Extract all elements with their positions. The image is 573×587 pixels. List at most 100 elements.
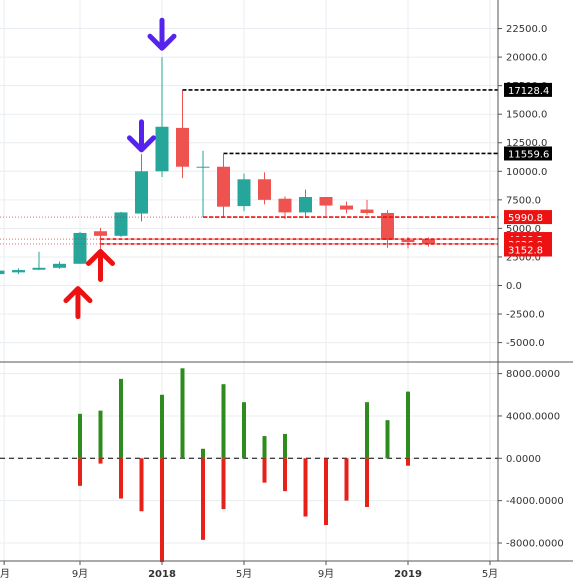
histogram-bar-negative [283, 458, 287, 492]
histogram-bar-positive [283, 433, 287, 459]
histogram-bar [406, 391, 410, 466]
candle [0, 270, 5, 275]
candle-body [340, 205, 353, 210]
price-tick-label: 0.0 [506, 281, 522, 292]
candle-body [196, 166, 210, 168]
price-tag-label: 17128.4 [508, 86, 549, 97]
candle-body [258, 179, 271, 200]
price-tick-label: 10000.0 [506, 167, 547, 178]
histogram-bar [344, 458, 349, 501]
candle [340, 201, 353, 214]
histogram-bar-positive [385, 420, 390, 459]
candle [53, 261, 66, 269]
histogram-bar-negative [344, 458, 349, 501]
price-tag-box [504, 146, 552, 161]
osc-tick-label: -4000.0000 [506, 496, 564, 507]
histogram-bar-positive [78, 413, 82, 459]
histogram-bar-positive [119, 378, 123, 459]
candle-body [422, 239, 435, 244]
time-tick-label: 9月 [318, 568, 334, 580]
candlestick-series [0, 57, 435, 275]
price-tick-label: 22500.0 [506, 24, 547, 35]
candle-body [94, 231, 107, 236]
candle-body [176, 127, 189, 167]
candle-body [114, 212, 128, 236]
candle-body [32, 267, 46, 270]
price-tag: 5990.8 [504, 210, 552, 225]
candle-body [53, 263, 66, 268]
candle [176, 90, 189, 179]
candle-body [381, 212, 394, 240]
price-tick-label: 12500.0 [506, 138, 547, 149]
candle-body [299, 196, 312, 213]
histogram-bar-positive [221, 384, 226, 459]
histogram-bar-negative [78, 458, 82, 486]
histogram-bar [119, 378, 123, 499]
histogram-bar [283, 433, 287, 492]
histogram-bar [262, 436, 267, 483]
histogram-bar [139, 458, 144, 512]
price-tag-box [504, 242, 552, 257]
time-tick-label: 2018 [148, 569, 176, 580]
histogram-bar-positive [406, 391, 410, 459]
histogram-bar [385, 420, 390, 459]
histogram-series [0, 368, 498, 563]
histogram-bar-negative [262, 458, 267, 483]
signal-markers [63, 17, 177, 320]
price-tag-label: 3152.8 [508, 245, 543, 256]
arrow-down-icon [147, 17, 177, 51]
time-tick-label: 9月 [72, 568, 88, 580]
level-lines [0, 89, 498, 245]
candle-body [360, 209, 374, 213]
candle [32, 251, 46, 271]
osc-tick-label: 8000.0000 [506, 369, 560, 380]
candle [196, 150, 210, 217]
histogram-bar [324, 458, 328, 525]
histogram-bar-positive [201, 448, 205, 459]
candle-body [319, 196, 333, 206]
histogram-bar-positive [365, 402, 369, 459]
candle [135, 154, 148, 222]
grid-lines [0, 0, 498, 561]
osc-tick-label: 4000.0000 [506, 411, 560, 422]
candle [381, 210, 394, 248]
time-tick-label: 5月 [482, 568, 498, 580]
price-tag-box [504, 82, 552, 97]
histogram-bar-negative [119, 458, 123, 499]
histogram-bar-positive [242, 402, 246, 459]
price-tag-box [504, 210, 552, 225]
time-tick-label: 5月 [236, 568, 252, 580]
candle-body [73, 232, 87, 264]
candle [360, 199, 374, 215]
candle [73, 231, 87, 264]
histogram-bar [303, 458, 308, 517]
time-tick-label: 2019 [394, 569, 422, 580]
candle-body [135, 171, 148, 214]
histogram-bar-positive [160, 394, 164, 459]
candle [12, 268, 25, 275]
price-tick-label: 15000.0 [506, 110, 547, 121]
histogram-bar [221, 384, 226, 510]
histogram-bar [180, 368, 185, 459]
price-tick-label: 5000.0 [506, 224, 541, 235]
arrow-up-icon [86, 249, 115, 283]
osc-tick-label: 0.0000 [506, 454, 541, 465]
histogram-bar-negative [139, 458, 144, 512]
histogram-bar-negative [98, 458, 103, 464]
histogram-bar [160, 394, 164, 563]
candle-body [237, 179, 251, 207]
candle-body [155, 126, 169, 172]
candle [217, 154, 230, 217]
candle [278, 196, 292, 220]
arrow-up-icon [63, 286, 93, 320]
histogram-bar [98, 410, 103, 464]
candle-body [0, 270, 5, 275]
price-tag-label: 11559.6 [508, 149, 549, 160]
candle-body [401, 239, 415, 243]
price-tag: 11559.6 [504, 146, 552, 161]
osc-tick-label: -8000.0000 [506, 539, 564, 550]
candle [258, 172, 271, 205]
